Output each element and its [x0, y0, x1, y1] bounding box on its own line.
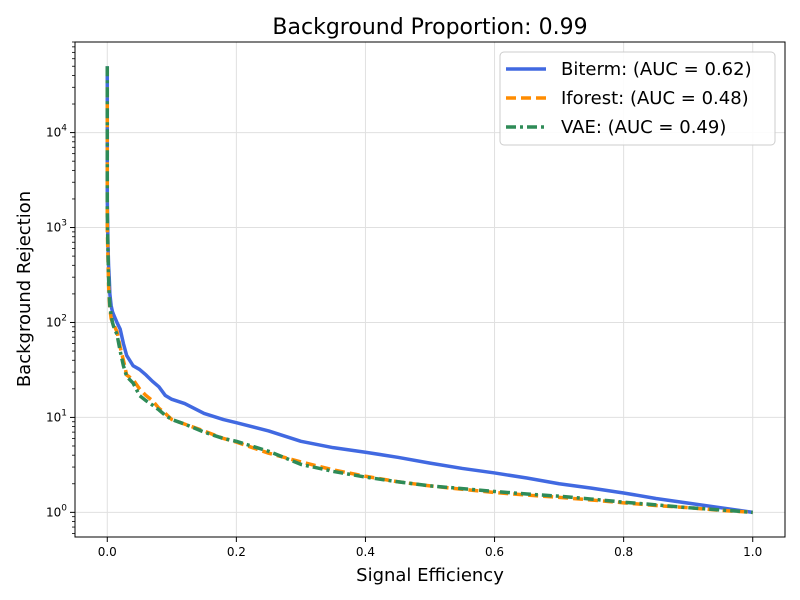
plot-frame — [74, 41, 786, 538]
y-tick-base: 10 — [46, 505, 61, 519]
y-tick-exponent: 4 — [61, 124, 67, 134]
y-tick-label: 103 — [46, 219, 67, 235]
y-axis-title: Background Rejection — [14, 191, 35, 387]
y-tick-exponent: 0 — [61, 503, 67, 513]
x-tick-label: 0.6 — [485, 545, 504, 559]
y-tick-base: 10 — [46, 126, 61, 140]
y-tick-exponent: 2 — [61, 313, 67, 323]
y-tick-label: 102 — [46, 313, 67, 329]
y-tick-base: 10 — [46, 221, 61, 235]
y-tick-label: 101 — [46, 408, 67, 424]
x-axis: 0.0 0.2 0.4 0.6 0.8 1.0 — [98, 537, 762, 559]
legend-box — [499, 51, 776, 146]
x-tick-label: 0.4 — [356, 545, 375, 559]
legend-label: Iforest: (AUC = 0.48) — [561, 88, 749, 109]
y-tick-label: 104 — [46, 124, 67, 140]
y-tick-base: 10 — [46, 410, 61, 424]
x-tick-label: 1.0 — [743, 545, 762, 559]
chart-title: Background Proportion: 0.99 — [272, 15, 587, 40]
series-line-vae — [105, 66, 753, 515]
y-tick-base: 10 — [46, 315, 61, 329]
x-tick-label: 0.8 — [614, 545, 633, 559]
x-axis-title: Signal Efficiency — [356, 565, 504, 586]
x-tick-label: 0.0 — [98, 545, 117, 559]
x-tick-label: 0.2 — [227, 545, 246, 559]
legend: Biterm: (AUC = 0.62) Iforest: (AUC = 0.48… — [499, 51, 776, 146]
y-tick-exponent: 3 — [61, 219, 67, 229]
legend-label: Biterm: (AUC = 0.62) — [561, 59, 752, 80]
legend-label: VAE: (AUC = 0.49) — [561, 117, 726, 138]
series-layer — [105, 66, 753, 515]
y-tick-exponent: 1 — [61, 408, 67, 418]
y-tick-label: 100 — [46, 503, 67, 519]
